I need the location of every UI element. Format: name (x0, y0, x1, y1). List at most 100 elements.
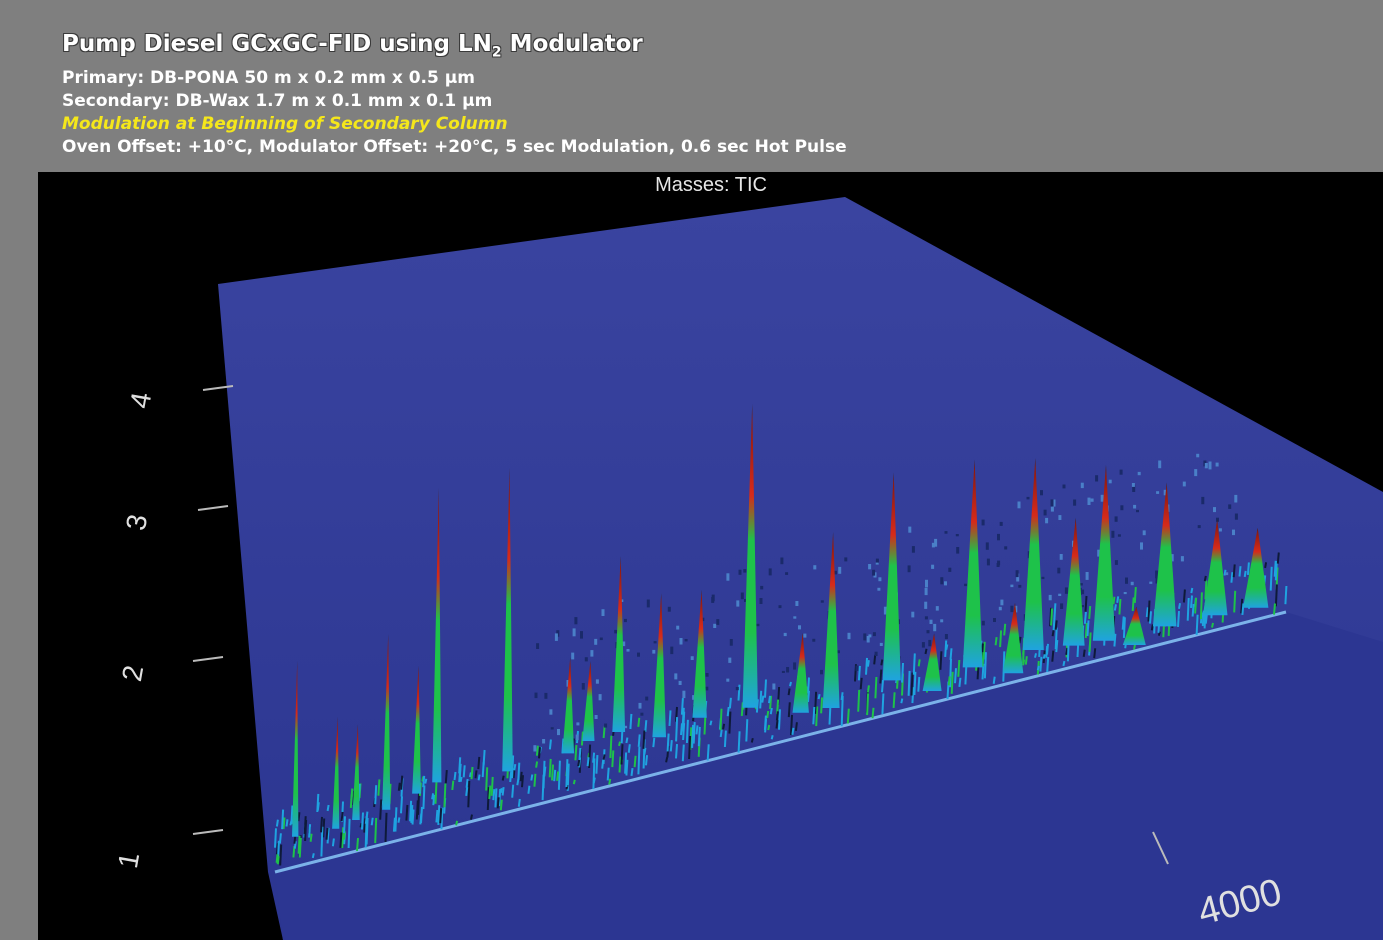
surface-spike (611, 750, 615, 768)
surface-spike (297, 812, 301, 822)
surface-speck (928, 639, 932, 647)
surface-spike (637, 734, 641, 747)
surface-speck (1170, 554, 1174, 562)
surface-speck (921, 642, 925, 648)
surface-speck (875, 558, 879, 564)
surface-speck (955, 534, 959, 537)
surface-spike (494, 788, 498, 808)
surface-spike (490, 776, 494, 796)
surface-spike (451, 780, 455, 791)
surface-speck (783, 632, 787, 637)
surface-spike (817, 694, 821, 700)
surface-speck (1058, 593, 1062, 596)
surface-speck (931, 564, 935, 569)
surface-spike (320, 816, 323, 833)
peak (1152, 482, 1177, 627)
surface-spike (485, 767, 489, 791)
surface-speck (1048, 594, 1052, 601)
modulation-note: Modulation at Beginning of Secondary Col… (62, 113, 508, 134)
peak (292, 660, 299, 837)
surface-spike (453, 771, 457, 781)
surface-spike (592, 752, 596, 763)
surface-spike (790, 714, 793, 736)
surface-speck (1216, 517, 1219, 522)
surface-spike (1233, 590, 1237, 613)
surface-spike (1284, 585, 1288, 605)
surface-speck (956, 547, 960, 554)
surface-spike (859, 677, 863, 690)
surface-spike (455, 820, 459, 826)
surface-spike (697, 726, 701, 747)
surface-spike (1018, 636, 1022, 644)
surface-speck (778, 605, 782, 609)
surface-spike (633, 755, 637, 768)
surface-speck (713, 623, 717, 628)
surface-spike (618, 741, 621, 747)
surface-speck (1018, 584, 1022, 588)
surface-spike (1122, 617, 1126, 638)
surface-spike (954, 668, 957, 684)
surface-speck (1062, 484, 1066, 489)
surface-spike (339, 832, 343, 848)
surface-spike (279, 844, 283, 866)
surface-speck (1155, 570, 1159, 579)
surface-speck (674, 673, 678, 680)
surface-spike (857, 689, 861, 712)
surface-spike (1084, 595, 1088, 612)
surface-spike (1116, 596, 1120, 603)
surface-spike (415, 800, 419, 820)
surface-speck (1163, 489, 1167, 496)
surface-speck (878, 577, 882, 582)
surface-spike (325, 827, 329, 840)
surface-speck (684, 639, 688, 642)
surface-speck (1208, 461, 1212, 470)
surface-spike (1082, 649, 1086, 657)
surface-spike (719, 708, 723, 731)
surface-spike (405, 804, 409, 821)
surface-spike (275, 819, 279, 827)
peak (332, 716, 340, 829)
surface-spike (601, 759, 605, 769)
surface-speck (1050, 506, 1054, 512)
surface-spike (578, 747, 582, 762)
surface-spike (769, 695, 773, 709)
surface-spike (343, 816, 346, 834)
surface-speck (838, 566, 842, 574)
surface-speck (1182, 481, 1186, 487)
surface-spike (535, 745, 539, 756)
surface-spike (1002, 651, 1006, 682)
surface-speck (536, 643, 540, 649)
surface-speck (863, 633, 867, 641)
surface-spike (675, 717, 679, 742)
surface-spike (1264, 562, 1268, 569)
surface-speck (820, 669, 823, 675)
y-tick-mark (192, 829, 224, 835)
surface-spike (1149, 611, 1152, 624)
surface-speck (997, 533, 1000, 541)
surface-spike (1178, 603, 1181, 609)
surface-speck (924, 587, 928, 596)
surface-spike (1190, 595, 1193, 608)
surface-speck (744, 599, 747, 602)
surface-spike (411, 809, 415, 825)
surface-spike (1243, 570, 1247, 578)
surface-spike (913, 671, 917, 696)
surface-spike (516, 779, 520, 786)
surface-speck (576, 722, 580, 726)
surface-spike (767, 724, 771, 731)
surface-spike (1246, 562, 1250, 575)
surface-spike (565, 759, 569, 788)
surface-spike (1034, 653, 1037, 658)
surface-speck (1059, 554, 1063, 560)
surface-spike (349, 794, 353, 808)
surface-spike (881, 680, 884, 693)
surface-spike (434, 780, 438, 804)
surface-spike (627, 744, 631, 753)
surface-speck (542, 739, 546, 744)
surface-spike (326, 804, 330, 812)
surface-spike (276, 856, 280, 865)
surface-spike (281, 809, 285, 830)
surface-spike (517, 762, 521, 781)
surface-speck (1204, 463, 1208, 469)
surface-speck (1201, 496, 1205, 505)
